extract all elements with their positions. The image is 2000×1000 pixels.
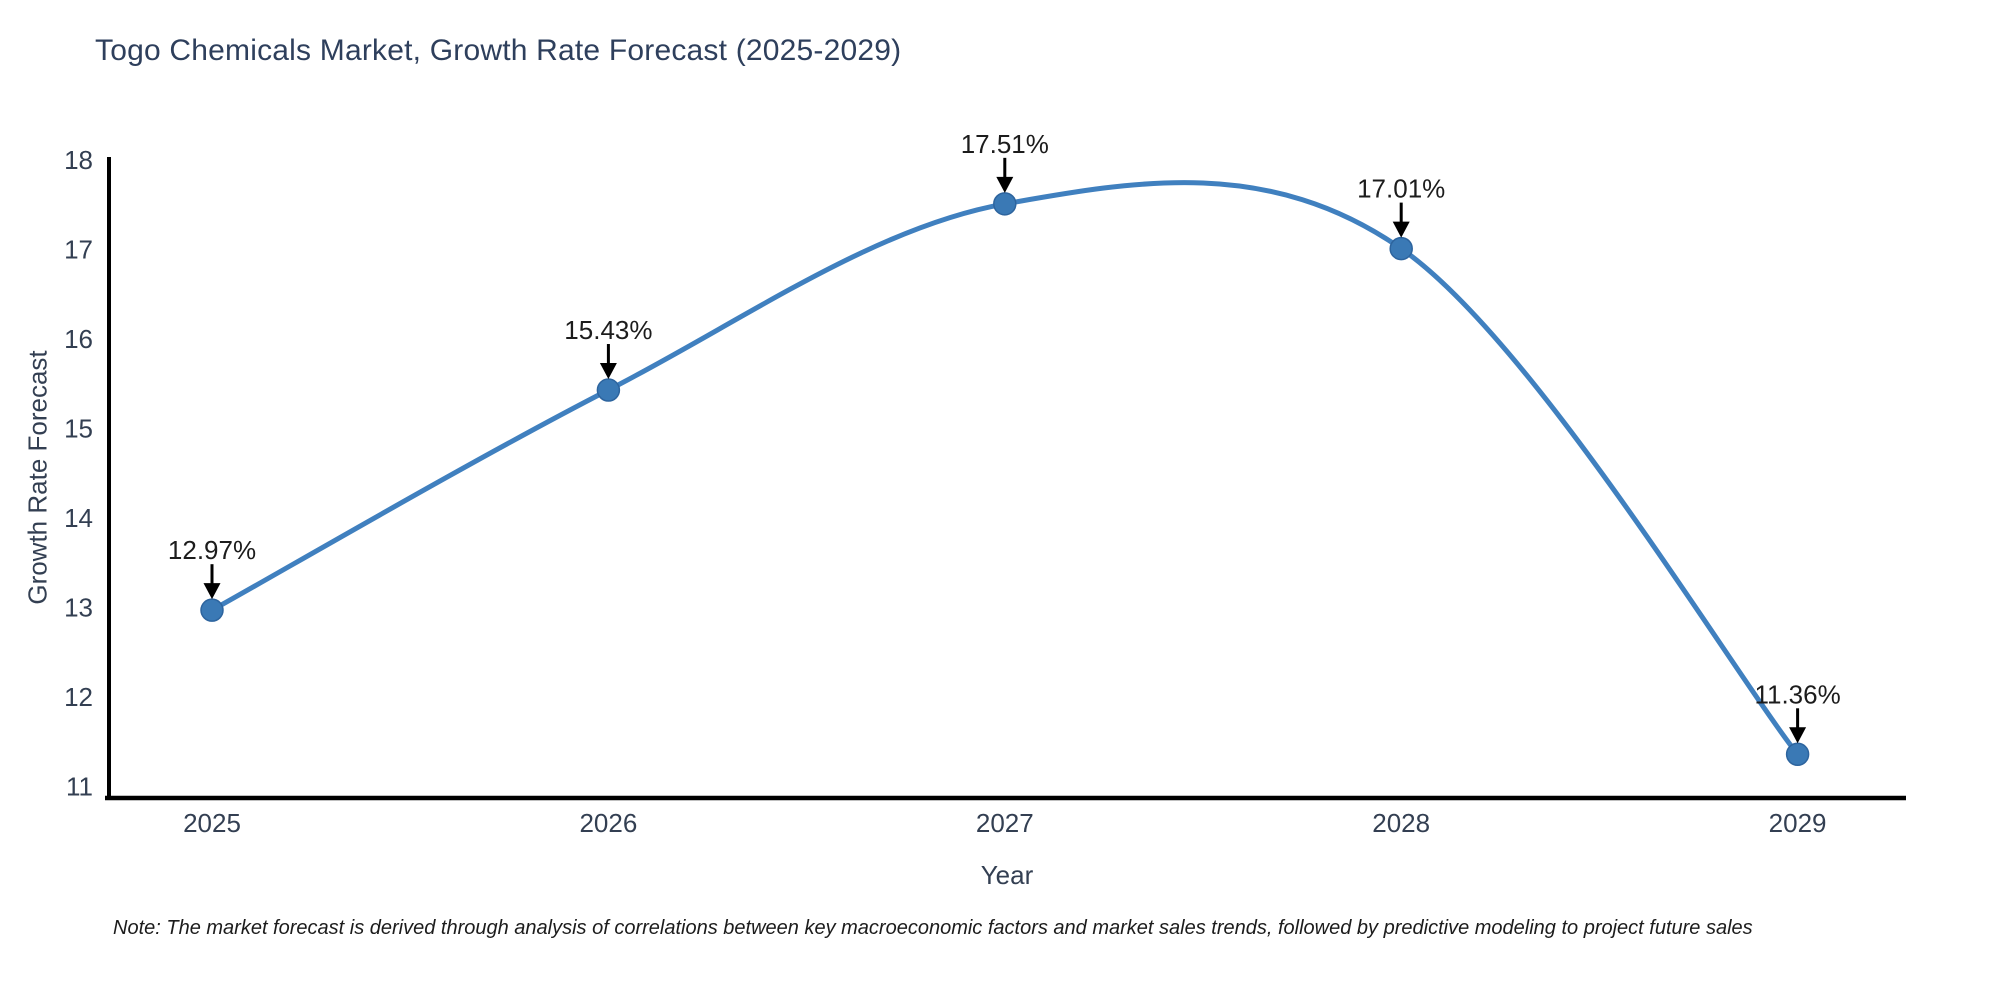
data-point-marker [596,378,621,402]
line-series [209,180,1801,757]
x-tick-label: 2029 [1769,808,1827,838]
annotation-label: 17.01% [1357,174,1445,204]
x-axis-title: Year [980,860,1034,890]
chart-title: Togo Chemicals Market, Growth Rate Forec… [95,34,902,67]
x-tick-label: 2025 [183,808,241,838]
y-tick-label: 18 [64,145,93,175]
x-tick-label: 2027 [976,808,1034,838]
x-tick-label: 2026 [579,808,637,838]
annotation-arrow-icon [996,176,1014,193]
annotation-label: 15.43% [564,315,652,345]
annotation-label: 11.36% [1754,679,1840,709]
y-tick-label: 15 [64,414,93,444]
annotation-label: 12.97% [168,535,256,565]
y-tick-label: 13 [64,593,93,623]
annotation-arrow-icon [599,363,617,380]
footnote: Note: The market forecast is derived thr… [113,917,1753,939]
y-tick-label: 16 [64,324,93,354]
annotation-arrow-icon [203,583,221,600]
y-tick-label: 14 [64,503,93,533]
data-point-marker [1389,236,1413,261]
x-tick-label: 2028 [1372,808,1430,838]
data-point-marker [200,598,224,622]
annotation-arrow-icon [1392,221,1410,238]
y-tick-label: 17 [64,235,93,265]
annotation-arrow-icon [1789,727,1807,744]
data-point-marker [993,192,1017,216]
annotation-label: 17.51% [961,129,1049,159]
data-point-marker [1785,742,1810,767]
y-tick-label: 12 [64,682,93,712]
y-tick-label: 11 [66,772,93,802]
